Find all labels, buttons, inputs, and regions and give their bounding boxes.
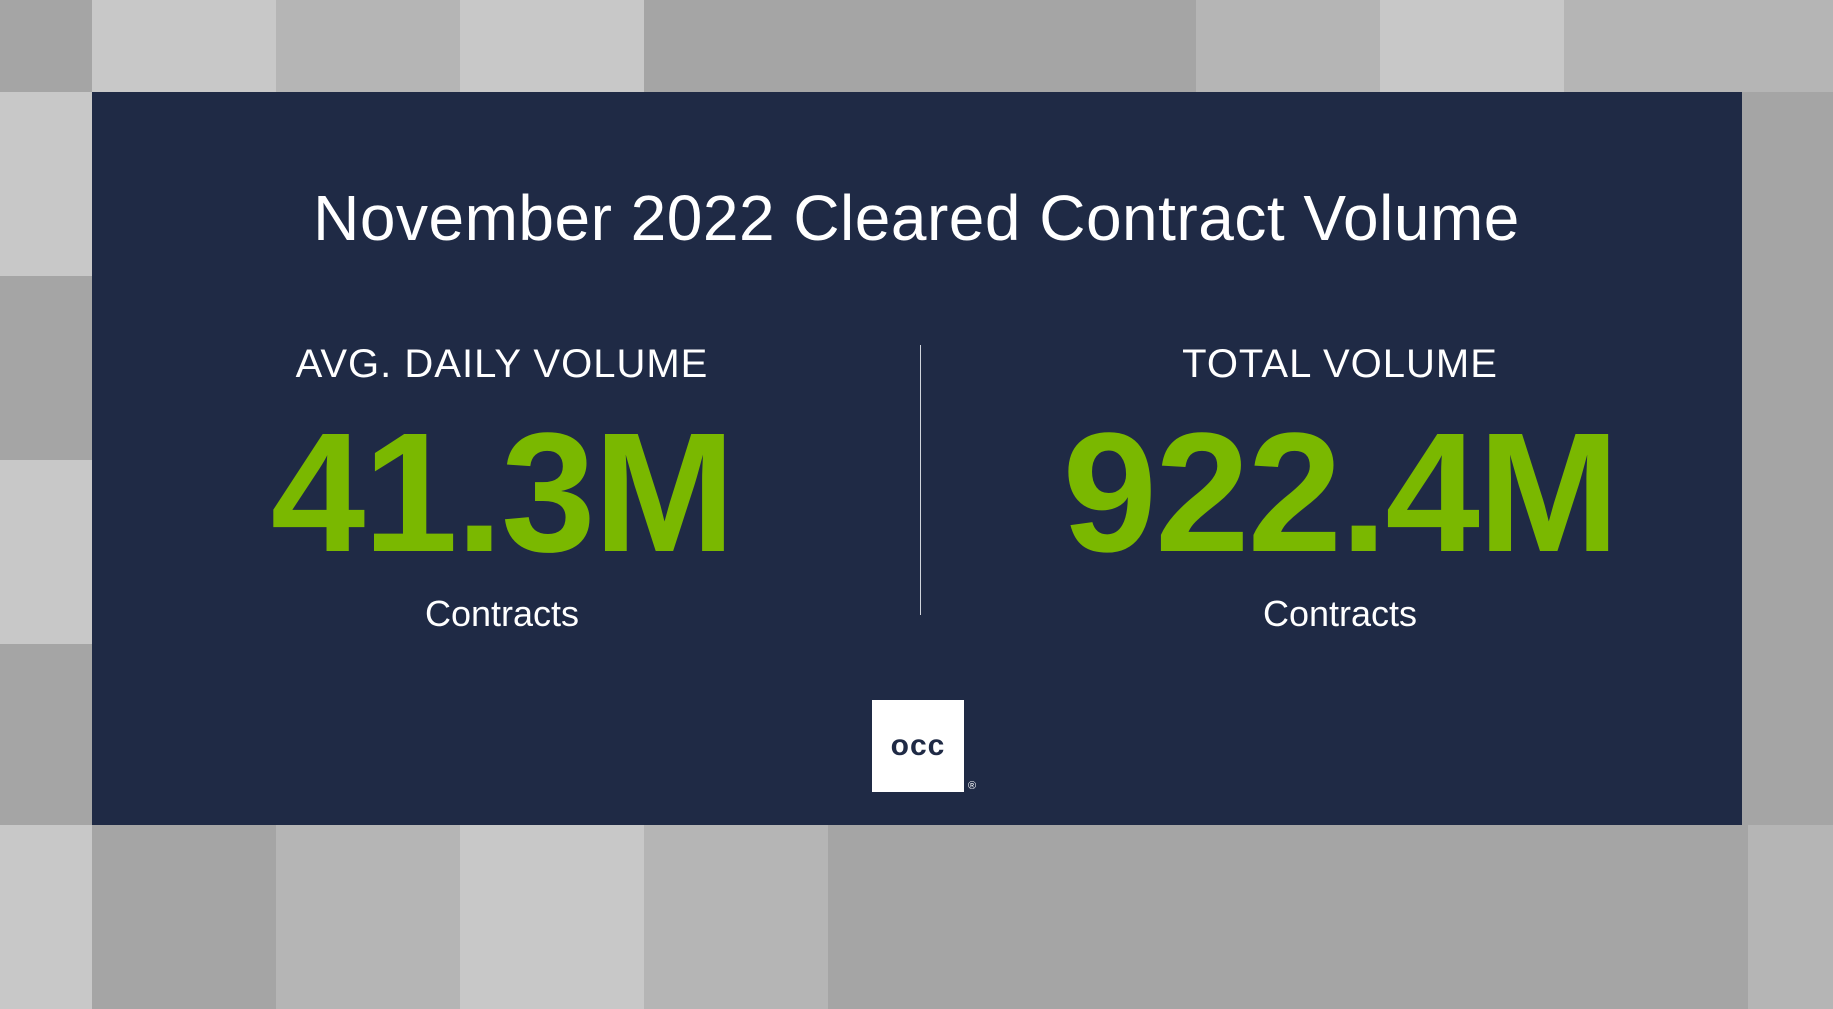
- stat-label: TOTAL VOLUME: [1182, 342, 1498, 386]
- stat-unit: Contracts: [424, 593, 580, 634]
- stat-value: 41.3M: [270, 398, 735, 588]
- vertical-divider: [920, 345, 921, 615]
- page-title: November 2022 Cleared Contract Volume: [313, 182, 1520, 254]
- registered-mark: ®: [968, 780, 977, 792]
- stat-label: AVG. DAILY VOLUME: [295, 342, 709, 386]
- avg-daily-volume-stat: AVG. DAILY VOLUME 41.3M Contracts: [200, 340, 804, 636]
- occ-logo: occ: [872, 700, 964, 792]
- total-volume-stat: TOTAL VOLUME 922.4M Contracts: [1000, 340, 1680, 636]
- stat-unit: Contracts: [1262, 593, 1418, 634]
- stat-value: 922.4M: [1062, 398, 1619, 588]
- logo-text: occ: [890, 729, 946, 762]
